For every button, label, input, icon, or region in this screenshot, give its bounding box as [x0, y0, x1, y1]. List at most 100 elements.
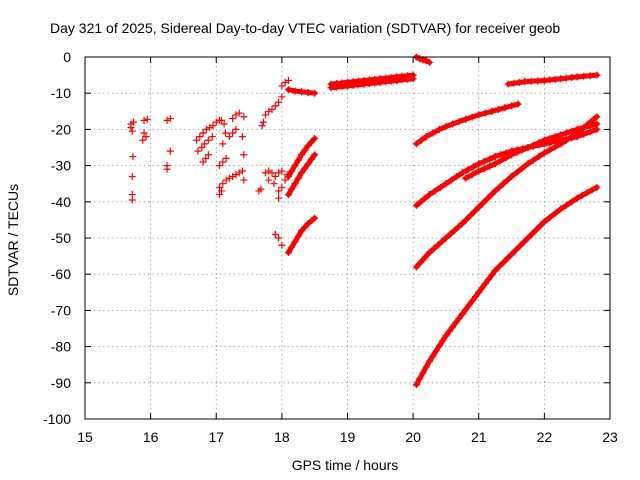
data-point-marker	[291, 238, 299, 246]
data-point-marker	[393, 73, 401, 81]
data-point-marker	[557, 75, 565, 83]
data-point-marker	[479, 199, 487, 207]
data-point-marker	[510, 79, 518, 87]
data-point-marker	[166, 115, 174, 123]
series-arc-18-a	[284, 134, 319, 180]
data-point-marker	[475, 160, 483, 168]
data-point-marker	[573, 73, 581, 81]
data-point-marker	[512, 246, 520, 254]
x-tick-label: 15	[77, 429, 93, 445]
x-tick-label: 21	[471, 429, 487, 445]
data-point-marker	[486, 155, 494, 163]
data-point-marker	[513, 168, 521, 176]
data-point-marker	[426, 58, 434, 66]
data-point-marker	[307, 138, 315, 146]
data-point-marker	[503, 176, 511, 184]
data-point-marker	[284, 191, 292, 199]
data-point-marker	[206, 124, 214, 132]
data-point-marker	[166, 147, 174, 155]
data-point-marker	[288, 167, 296, 175]
data-point-marker	[417, 136, 425, 144]
data-point-marker	[327, 80, 335, 88]
data-point-marker	[268, 169, 276, 177]
data-point-marker	[301, 146, 309, 154]
data-point-marker	[562, 129, 570, 137]
data-point-marker	[516, 242, 524, 250]
x-tick-label: 23	[602, 429, 618, 445]
series-arc-19-low	[327, 71, 417, 88]
data-point-marker	[344, 78, 351, 86]
data-point-marker	[349, 78, 357, 86]
data-point-marker	[442, 123, 450, 131]
data-series	[127, 53, 601, 389]
data-point-marker	[593, 120, 601, 128]
data-point-marker	[218, 187, 225, 195]
data-point-marker	[485, 275, 493, 283]
data-point-marker	[593, 113, 601, 121]
data-point-marker	[504, 80, 512, 88]
data-point-marker	[204, 151, 212, 159]
data-point-marker	[540, 218, 548, 226]
data-point-marker	[235, 169, 243, 177]
data-point-marker	[520, 238, 528, 246]
series-arc-21-top	[504, 71, 601, 88]
data-point-marker	[291, 180, 299, 188]
data-point-marker	[288, 185, 296, 193]
data-point-marker	[404, 72, 412, 80]
data-point-marker	[284, 86, 292, 94]
data-point-marker	[450, 227, 458, 235]
arc-trace	[413, 114, 600, 270]
series-arc-18-c	[284, 214, 319, 256]
data-point-marker	[447, 176, 455, 184]
series-arc-20-a	[412, 100, 522, 148]
data-point-marker	[534, 77, 542, 85]
data-point-marker	[562, 201, 570, 209]
data-point-marker	[354, 77, 362, 85]
data-point-marker	[235, 109, 243, 117]
data-point-marker	[219, 158, 227, 166]
data-point-marker	[221, 129, 229, 137]
data-point-marker	[551, 133, 559, 141]
data-point-marker	[483, 195, 491, 203]
data-point-marker	[232, 111, 240, 119]
axis-ticks: 15 16 17 18 19 20 21 22 23 0 -10 -20 -30 -40 -50 -60 -70…	[43, 49, 618, 445]
data-point-marker	[200, 140, 208, 148]
data-point-marker	[129, 153, 137, 161]
data-point-marker	[499, 258, 507, 266]
data-point-marker	[557, 205, 565, 213]
y-tick-label: -10	[51, 85, 71, 101]
data-point-marker	[278, 241, 286, 249]
data-point-marker	[453, 172, 461, 180]
data-point-marker	[508, 102, 516, 110]
data-point-marker	[445, 327, 453, 335]
data-point-marker	[412, 140, 420, 148]
data-point-marker	[422, 363, 430, 371]
data-point-marker	[546, 146, 554, 154]
data-point-marker	[515, 78, 523, 86]
data-point-marker	[216, 162, 224, 170]
data-point-marker	[275, 234, 283, 242]
data-point-marker	[573, 194, 581, 202]
data-point-marker	[278, 82, 286, 90]
data-point-marker	[491, 160, 499, 168]
y-tick-label: -100	[43, 411, 71, 427]
data-point-marker	[301, 223, 309, 231]
data-point-marker	[491, 153, 499, 161]
data-point-marker	[222, 154, 230, 162]
data-point-marker	[278, 183, 286, 191]
data-point-marker	[557, 131, 565, 139]
data-point-marker	[497, 151, 505, 159]
data-point-marker	[481, 109, 489, 117]
data-point-marker	[458, 220, 466, 228]
data-point-marker	[298, 169, 306, 177]
data-point-marker	[521, 78, 529, 86]
data-point-marker	[417, 258, 425, 266]
data-point-marker	[432, 347, 440, 355]
data-point-marker	[398, 72, 406, 80]
data-point-marker	[387, 74, 395, 82]
data-point-marker	[291, 87, 299, 95]
data-point-marker	[416, 375, 424, 383]
data-point-marker	[193, 136, 201, 144]
data-point-marker	[430, 245, 438, 253]
series-arc-20-top	[412, 53, 434, 66]
